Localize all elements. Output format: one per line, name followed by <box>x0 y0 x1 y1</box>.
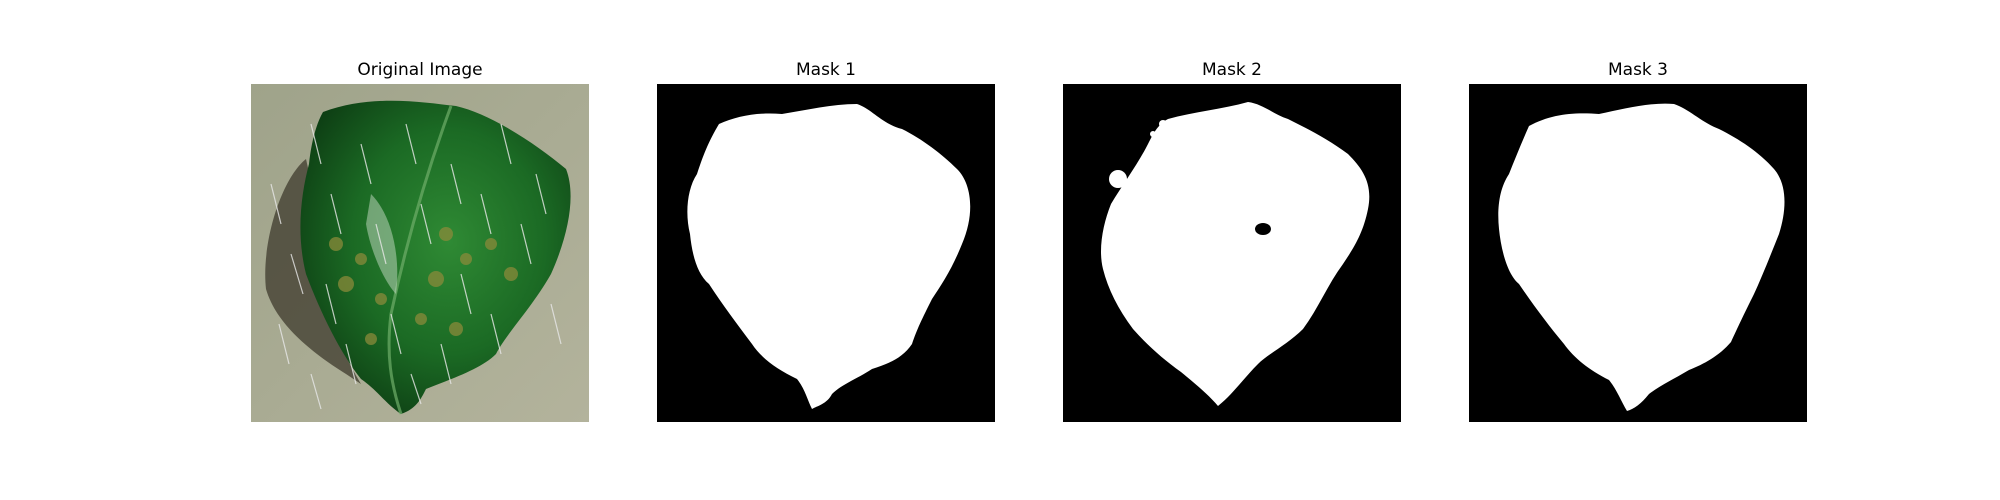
segmentation-mask-1 <box>657 84 995 422</box>
panel-title: Mask 2 <box>1201 60 1262 80</box>
panel-title: Mask 3 <box>1607 60 1668 80</box>
segmentation-mask-2 <box>1063 84 1401 422</box>
panel-mask-3: Mask 3 <box>1469 0 1807 500</box>
panel-title: Mask 1 <box>795 60 856 80</box>
panel-title: Original Image <box>357 60 483 80</box>
panel-mask-2: Mask 2 <box>1063 0 1401 500</box>
segmentation-mask-3 <box>1469 84 1807 422</box>
panel-mask-1: Mask 1 <box>657 0 995 500</box>
original-leaf-image <box>251 84 589 422</box>
panel-original-image: Original Image <box>251 0 589 500</box>
